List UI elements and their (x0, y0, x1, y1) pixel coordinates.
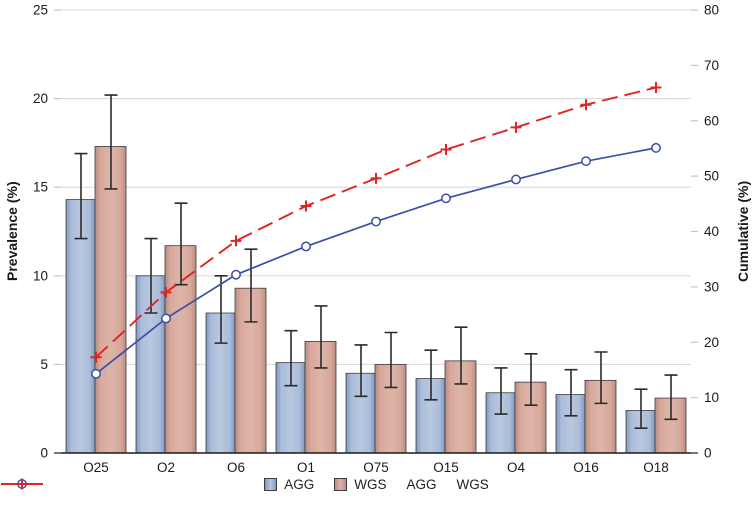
left-tick-label-0: 0 (40, 446, 48, 461)
legend-label: WGS (354, 477, 387, 492)
left-tick-label-5: 5 (40, 357, 48, 372)
marker-plus-O25-WGS (90, 351, 102, 363)
right-tick-labels: 0 10 20 30 40 50 60 70 80 (704, 3, 719, 461)
legend-label: AGG (284, 477, 315, 492)
legend-item-line-agg: AGG (1, 477, 437, 492)
error-bar-O16-AGG (564, 368, 578, 417)
marker-circle-O16-AGG (581, 156, 591, 167)
agg-bar-swatch-icon (264, 478, 278, 491)
error-bars-WGS (104, 94, 678, 421)
right-tick-label-80: 80 (704, 3, 719, 18)
error-bar-O75-AGG (354, 344, 368, 398)
marker-circle-O6-AGG (231, 269, 241, 280)
bar-O25-WGS (94, 146, 127, 454)
error-bar-O1-WGS (314, 305, 328, 369)
marker-plus-O75-WGS (370, 172, 382, 184)
x-label-O18: O18 (643, 460, 669, 475)
marker-plus-O4-WGS (510, 121, 522, 133)
legend-item-bar-wgs: WGS (334, 477, 387, 492)
wgs-bar-swatch-icon (334, 478, 348, 491)
left-tick-label-15: 15 (33, 180, 48, 195)
right-tick-label-50: 50 (704, 169, 719, 184)
x-label-O4: O4 (507, 460, 526, 475)
left-tick-label-10: 10 (33, 268, 48, 283)
error-bars-AGG (74, 152, 648, 429)
error-bar-O15-WGS (454, 326, 468, 385)
marker-circle-O75-AGG (371, 216, 381, 227)
left-tick-label-25: 25 (33, 3, 48, 18)
legend: AGG WGS AGG WGS (0, 477, 753, 492)
error-bar-O18-AGG (634, 388, 648, 429)
error-bar-O16-WGS (594, 351, 608, 405)
right-tick-label-40: 40 (704, 224, 719, 239)
marker-circle-O18-AGG (651, 142, 661, 153)
marker-plus-O18-WGS (650, 82, 662, 94)
left-tick-label-20: 20 (33, 91, 48, 106)
bars-AGG (65, 199, 656, 454)
right-tick-label-0: 0 (704, 446, 712, 461)
line-AGG (91, 142, 661, 379)
right-axis-title: Cumulative (%) (735, 180, 751, 283)
x-label-O25: O25 (83, 460, 109, 475)
error-bar-O4-WGS (524, 352, 538, 406)
error-bar-O6-AGG (214, 275, 228, 344)
legend-label: WGS (456, 477, 489, 492)
right-tick-label-30: 30 (704, 279, 719, 294)
marker-circle-O1-AGG (301, 241, 311, 252)
error-bar-O75-WGS (384, 331, 398, 389)
left-axis-title: Prevalence (%) (4, 181, 20, 282)
error-bar-O18-WGS (664, 374, 678, 421)
error-bar-O2-WGS (174, 202, 188, 286)
line-WGS (90, 82, 662, 363)
legend-label: AGG (406, 477, 437, 492)
marker-plus-O6-WGS (230, 235, 242, 247)
error-bar-O25-AGG (74, 152, 88, 240)
error-bar-O4-AGG (494, 367, 508, 415)
error-bar-O25-WGS (104, 94, 118, 190)
x-label-O1: O1 (297, 460, 315, 475)
bar-O25-AGG (65, 199, 96, 454)
x-label-O6: O6 (227, 460, 245, 475)
legend-item-line-wgs: WGS (1, 477, 489, 492)
marker-plus-O1-WGS (300, 200, 312, 212)
marker-circle-O2-AGG (161, 313, 171, 324)
x-label-O15: O15 (433, 460, 459, 475)
right-tick-label-20: 20 (704, 335, 719, 350)
marker-plus-O15-WGS (440, 144, 452, 156)
marker-circle-O4-AGG (511, 174, 521, 185)
right-tick-label-70: 70 (704, 58, 719, 73)
error-bar-O1-AGG (284, 329, 298, 387)
left-tick-labels: 0 5 10 15 20 25 (33, 3, 48, 461)
error-bar-O6-WGS (244, 248, 258, 323)
x-category-labels: O25 O2 O6 O1 O75 O15 O4 O16 O18 (83, 460, 669, 475)
error-bar-O15-AGG (424, 349, 438, 401)
bars-WGS (94, 146, 687, 454)
right-tick-label-10: 10 (704, 390, 719, 405)
marker-circle-O25-AGG (91, 368, 101, 379)
wgs-line-plus-swatch-icon (1, 478, 43, 490)
legend-item-bar-agg: AGG (264, 477, 314, 492)
x-label-O75: O75 (363, 460, 389, 475)
marker-plus-O2-WGS (160, 286, 172, 298)
x-label-O16: O16 (573, 460, 599, 475)
error-bar-O2-AGG (144, 237, 158, 314)
marker-circle-O15-AGG (441, 193, 451, 204)
x-label-O2: O2 (157, 460, 175, 475)
marker-plus-O16-WGS (580, 99, 592, 111)
right-tick-label-60: 60 (704, 113, 719, 128)
